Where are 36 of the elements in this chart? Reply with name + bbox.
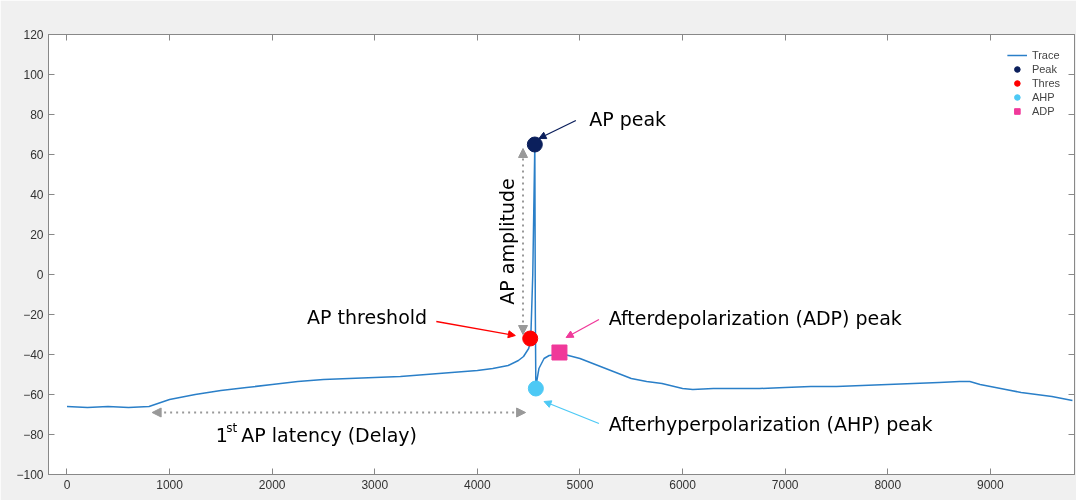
- y-tick-label: −20: [23, 308, 44, 322]
- legend-label: AHP: [1031, 90, 1055, 104]
- x-tick-label: 6000: [669, 477, 697, 492]
- point: [551, 344, 568, 361]
- y-tick-label: 100: [23, 68, 44, 82]
- legend-label: Peak: [1031, 62, 1057, 76]
- x-tick-label: 9000: [977, 477, 1005, 492]
- annotation: AP peak: [589, 107, 667, 130]
- legend-label: Trace: [1031, 48, 1060, 62]
- point: [526, 136, 543, 153]
- x-tick-label: 3000: [361, 477, 389, 492]
- x-tick-label: 1000: [156, 477, 184, 492]
- point: [522, 330, 539, 347]
- y-tick-label: 80: [30, 108, 44, 122]
- annotation: Afterhyperpolarization (AHP) peak: [608, 412, 933, 435]
- y-tick-label: −40: [23, 348, 44, 362]
- y-tick-label: 120: [23, 28, 44, 42]
- y-tick-label: −80: [23, 428, 44, 442]
- y-tick-label: 40: [30, 188, 44, 202]
- y-tick-label: 20: [30, 228, 44, 242]
- y-tick-label: 60: [30, 148, 44, 162]
- x-tick-label: 2000: [258, 477, 286, 492]
- legend-label: ADP: [1031, 104, 1055, 118]
- x-tick-label: 0: [63, 477, 71, 492]
- y-tick-label: 0: [36, 268, 44, 282]
- legend-label: Thres: [1031, 76, 1060, 90]
- x-tick-label: 7000: [771, 477, 799, 492]
- x-tick-label: 5000: [566, 477, 594, 492]
- x-tick-label: 4000: [464, 477, 492, 492]
- y-tick-label: −60: [23, 388, 44, 402]
- annotation: AP amplitude: [496, 178, 519, 305]
- annotation: AP threshold: [307, 305, 428, 328]
- x-tick-label: 8000: [874, 477, 902, 492]
- y-tick-label: −100: [16, 468, 44, 482]
- point: [527, 380, 544, 397]
- annotation: Afterdepolarization (ADP) peak: [608, 306, 902, 329]
